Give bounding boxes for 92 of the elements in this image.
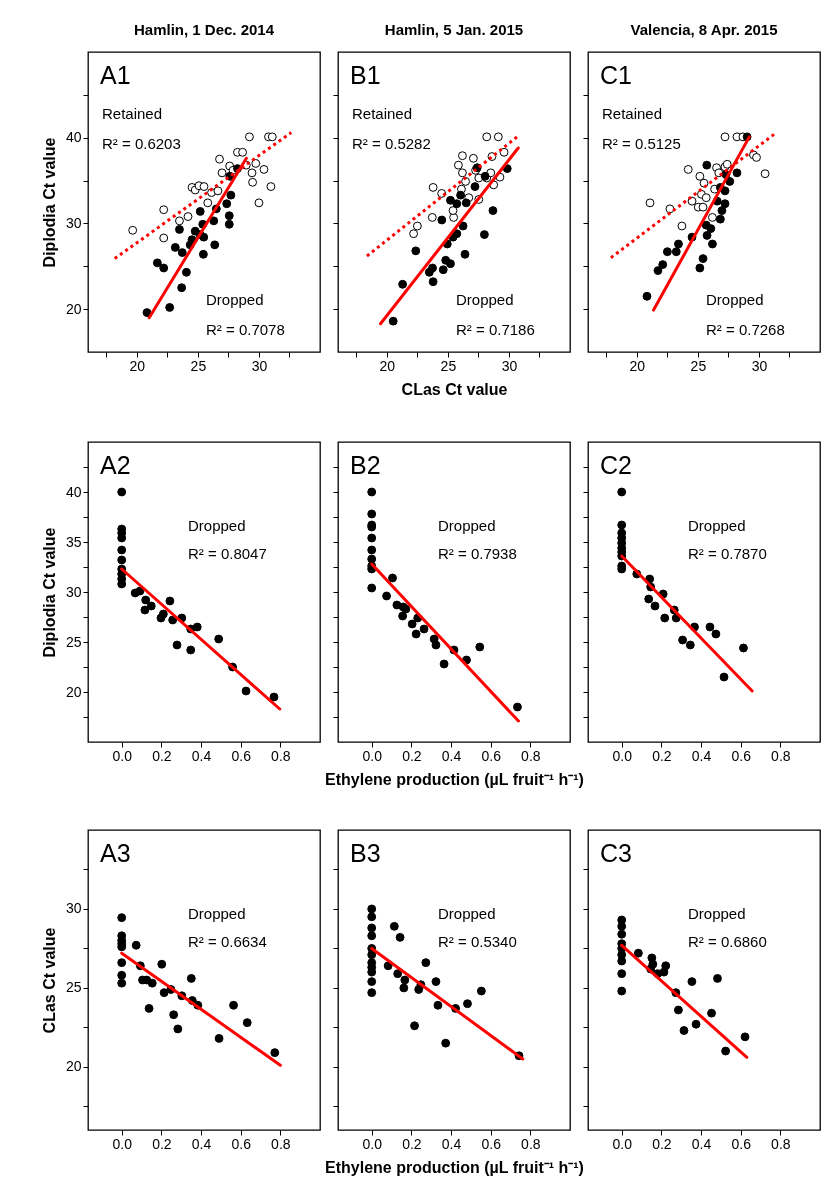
annotation: R² = 0.7870 xyxy=(688,545,767,562)
y-axis-title: Diplodia Ct value xyxy=(40,137,58,268)
x-tick-label: 0.2 xyxy=(152,747,172,764)
x-tick-label: 0.2 xyxy=(652,1135,672,1152)
x-tick-label: 0.2 xyxy=(152,1135,172,1152)
annotation: R² = 0.5282 xyxy=(352,135,431,152)
annotation: B3 xyxy=(350,839,381,867)
chart-title: Hamlin, 1 Dec. 2014 xyxy=(133,21,275,38)
x-tick-label: 0.8 xyxy=(771,1135,791,1152)
annotation: B1 xyxy=(350,61,381,89)
annotation: Dropped xyxy=(688,905,746,922)
y-tick-label: 20 xyxy=(65,1058,82,1075)
x-tick-label: 0.2 xyxy=(652,747,672,764)
y-tick-label: 30 xyxy=(65,583,82,600)
annotation: Dropped xyxy=(688,517,746,534)
annotation: R² = 0.7078 xyxy=(206,321,285,338)
y-tick-label: 40 xyxy=(65,483,82,500)
annotation: Retained xyxy=(102,105,163,122)
x-tick-label: 0.0 xyxy=(612,747,633,764)
annotation: C3 xyxy=(600,839,632,867)
annotation: C1 xyxy=(600,61,632,89)
annotation: A2 xyxy=(100,451,131,479)
annotation: Dropped xyxy=(456,291,514,308)
annotation: Dropped xyxy=(438,905,496,922)
x-tick-label: 0.0 xyxy=(362,747,383,764)
annotation: Dropped xyxy=(188,517,246,534)
x-tick-label: 20 xyxy=(379,357,396,374)
x-tick-label: 0.8 xyxy=(521,1135,541,1152)
x-tick-label: 0.4 xyxy=(441,1135,462,1152)
y-tick-label: 25 xyxy=(65,633,82,650)
y-tick-label: 40 xyxy=(65,129,82,146)
chart-title: Valencia, 8 Apr. 2015 xyxy=(630,21,778,38)
annotation: Retained xyxy=(352,105,413,122)
annotation: A3 xyxy=(100,839,131,867)
annotation: R² = 0.6634 xyxy=(188,933,267,950)
x-tick-label: 0.4 xyxy=(441,747,462,764)
x-axis-title: Ethylene production (µL fruit⁻¹ h⁻¹) xyxy=(325,1158,584,1176)
annotation: Dropped xyxy=(188,905,246,922)
x-tick-label: 0.6 xyxy=(231,1135,252,1152)
annotation: R² = 0.7938 xyxy=(438,545,517,562)
annotation: R² = 0.7268 xyxy=(706,321,785,338)
x-tick-label: 0.4 xyxy=(191,1135,212,1152)
x-tick-label: 0.4 xyxy=(691,1135,712,1152)
x-tick-label: 0.6 xyxy=(731,747,752,764)
y-tick-label: 30 xyxy=(65,900,82,917)
x-tick-label: 0.2 xyxy=(402,747,422,764)
x-tick-label: 0.0 xyxy=(362,1135,383,1152)
y-tick-label: 30 xyxy=(65,214,82,231)
y-axis-title: CLas Ct value xyxy=(40,927,58,1034)
x-axis-title: CLas Ct value xyxy=(401,380,508,398)
annotation: Dropped xyxy=(438,517,496,534)
annotation: A1 xyxy=(100,61,131,89)
annotation: R² = 0.5340 xyxy=(438,933,517,950)
annotation: Dropped xyxy=(206,291,264,308)
x-tick-label: 0.0 xyxy=(612,1135,633,1152)
x-tick-label: 25 xyxy=(690,357,707,374)
x-tick-label: 0.6 xyxy=(481,747,502,764)
x-tick-label: 0.8 xyxy=(771,747,791,764)
x-tick-label: 0.8 xyxy=(271,1135,291,1152)
annotation: R² = 0.8047 xyxy=(188,545,267,562)
x-tick-label: 0.8 xyxy=(521,747,541,764)
x-tick-label: 20 xyxy=(629,357,646,374)
annotation: R² = 0.6860 xyxy=(688,933,767,950)
x-tick-label: 20 xyxy=(129,357,146,374)
annotation: Retained xyxy=(602,105,663,122)
x-tick-label: 0.6 xyxy=(481,1135,502,1152)
x-tick-label: 0.6 xyxy=(731,1135,752,1152)
x-tick-label: 0.4 xyxy=(191,747,212,764)
annotation: R² = 0.6203 xyxy=(102,135,181,152)
x-tick-label: 0.8 xyxy=(271,747,291,764)
x-axis-title: Ethylene production (µL fruit⁻¹ h⁻¹) xyxy=(325,770,584,788)
annotation: R² = 0.5125 xyxy=(602,135,681,152)
x-tick-label: 0.0 xyxy=(112,747,133,764)
x-tick-label: 25 xyxy=(440,357,457,374)
x-tick-label: 30 xyxy=(501,357,518,374)
annotation: B2 xyxy=(350,451,381,479)
annotation: Dropped xyxy=(706,291,764,308)
x-tick-label: 0.6 xyxy=(231,747,252,764)
x-tick-label: 30 xyxy=(251,357,268,374)
x-tick-label: 25 xyxy=(190,357,207,374)
y-tick-label: 20 xyxy=(65,300,82,317)
y-tick-label: 20 xyxy=(65,683,82,700)
annotation: C2 xyxy=(600,451,632,479)
y-tick-label: 25 xyxy=(65,979,82,996)
y-axis-title: Diplodia Ct value xyxy=(40,527,58,658)
annotation: R² = 0.7186 xyxy=(456,321,535,338)
y-tick-label: 35 xyxy=(65,533,82,550)
chart-title: Hamlin, 5 Jan. 2015 xyxy=(384,21,524,38)
x-tick-label: 0.2 xyxy=(402,1135,422,1152)
x-tick-label: 0.0 xyxy=(112,1135,133,1152)
x-tick-label: 30 xyxy=(751,357,768,374)
x-tick-label: 0.4 xyxy=(691,747,712,764)
